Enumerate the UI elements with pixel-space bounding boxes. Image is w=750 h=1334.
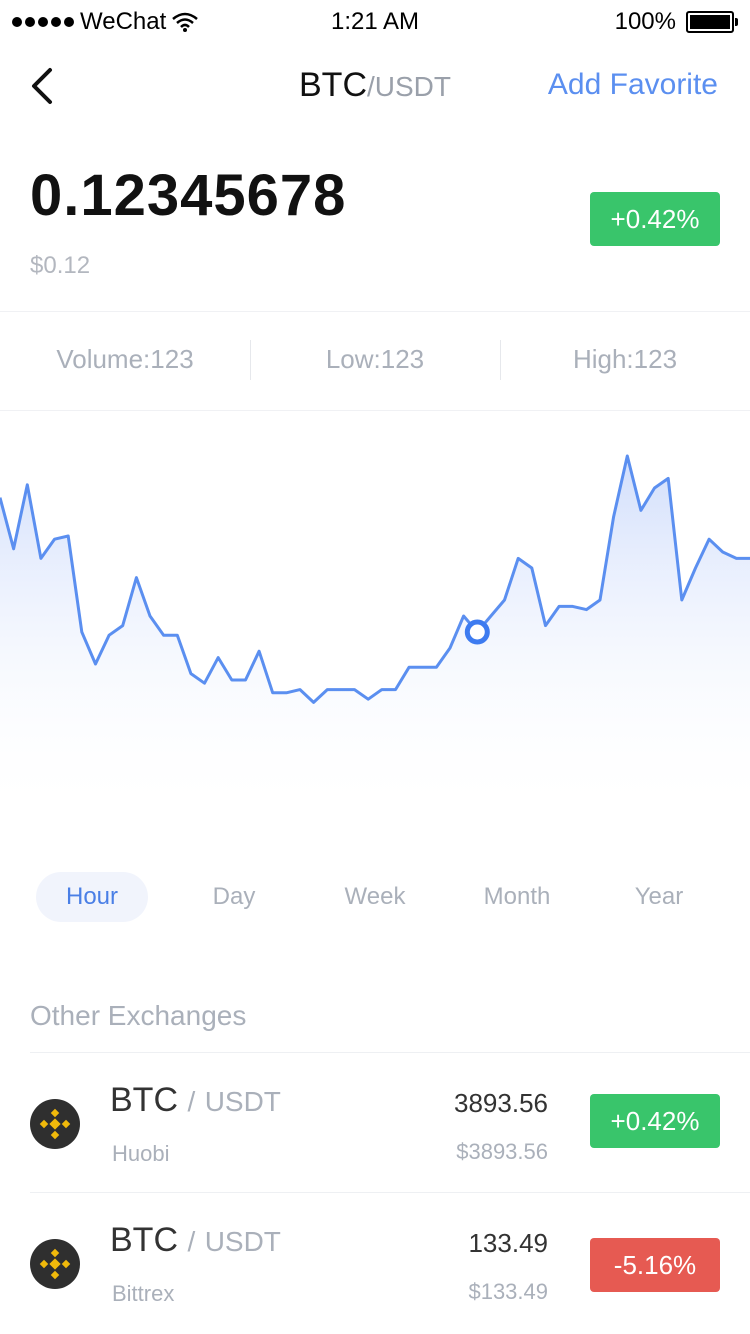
exchange-price: 133.49 <box>468 1228 548 1258</box>
stat-separator <box>250 340 251 380</box>
status-time: 1:21 AM <box>330 8 420 35</box>
title-quote: /USDT <box>367 71 451 102</box>
divider <box>0 311 750 312</box>
chart-marker[interactable] <box>464 619 490 645</box>
tab-week[interactable]: Week <box>344 883 406 910</box>
chevron-left-icon <box>32 68 52 104</box>
exchange-price-usd: $133.49 <box>468 1279 548 1304</box>
pair-separator: / <box>187 1086 196 1117</box>
exchange-change-badge: +0.42% <box>590 1094 720 1148</box>
status-bar: WeChat 1:21 AM 100% <box>0 0 750 44</box>
battery-percent: 100% <box>614 8 676 35</box>
volume-stat: Volume:123 <box>56 344 194 374</box>
section-title: Other Exchanges <box>30 1000 247 1031</box>
title-base: BTC <box>299 66 367 104</box>
divider <box>30 1192 750 1193</box>
chart-series-line <box>0 454 750 704</box>
stat-separator <box>500 340 501 380</box>
pair-quote: USDT <box>204 1086 281 1117</box>
exchange-logo-icon <box>30 1099 80 1149</box>
pair-separator: / <box>187 1226 196 1257</box>
signal-icon <box>12 17 74 27</box>
chart-area-fill <box>0 456 750 820</box>
exchange-price-usd: $3893.56 <box>456 1139 548 1164</box>
price-chart[interactable] <box>0 420 750 820</box>
price-usd: $0.12 <box>30 252 91 279</box>
price-change-badge: +0.42% <box>590 192 720 246</box>
pair-base: BTC <box>110 1221 178 1259</box>
high-stat: High:123 <box>572 344 678 374</box>
divider <box>30 1052 750 1053</box>
add-favorite-button[interactable]: Add Favorite <box>547 68 718 101</box>
wifi-icon <box>172 12 199 32</box>
divider <box>0 410 750 411</box>
tab-year[interactable]: Year <box>634 883 684 910</box>
tab-day[interactable]: Day <box>212 883 256 910</box>
exchange-logo-icon <box>30 1239 80 1289</box>
pair-base: BTC <box>110 1081 178 1119</box>
exchange-pair: BTC / USDT <box>110 1081 281 1120</box>
carrier-group: WeChat <box>12 8 199 36</box>
back-button[interactable] <box>28 66 68 106</box>
battery-icon <box>686 11 738 33</box>
exchange-row[interactable]: BTC / USDT Huobi 3893.56 $3893.56 +0.42% <box>0 1053 750 1192</box>
current-price: 0.12345678 <box>30 163 347 228</box>
exchange-row[interactable]: BTC / USDT Bittrex 133.49 $133.49 -5.16% <box>0 1193 750 1334</box>
pair-quote: USDT <box>204 1226 281 1257</box>
tab-hour[interactable]: Hour <box>36 872 148 922</box>
exchange-price: 3893.56 <box>454 1088 548 1118</box>
exchange-name: Huobi <box>112 1141 170 1166</box>
exchange-pair: BTC / USDT <box>110 1221 281 1260</box>
battery-group: 100% <box>614 8 738 36</box>
exchange-name: Bittrex <box>112 1281 175 1306</box>
carrier-label: WeChat <box>80 8 167 35</box>
tab-month[interactable]: Month <box>483 883 551 910</box>
exchange-change-badge: -5.16% <box>590 1238 720 1292</box>
low-stat: Low:123 <box>325 344 425 374</box>
page-title: BTC/USDT <box>0 66 750 105</box>
